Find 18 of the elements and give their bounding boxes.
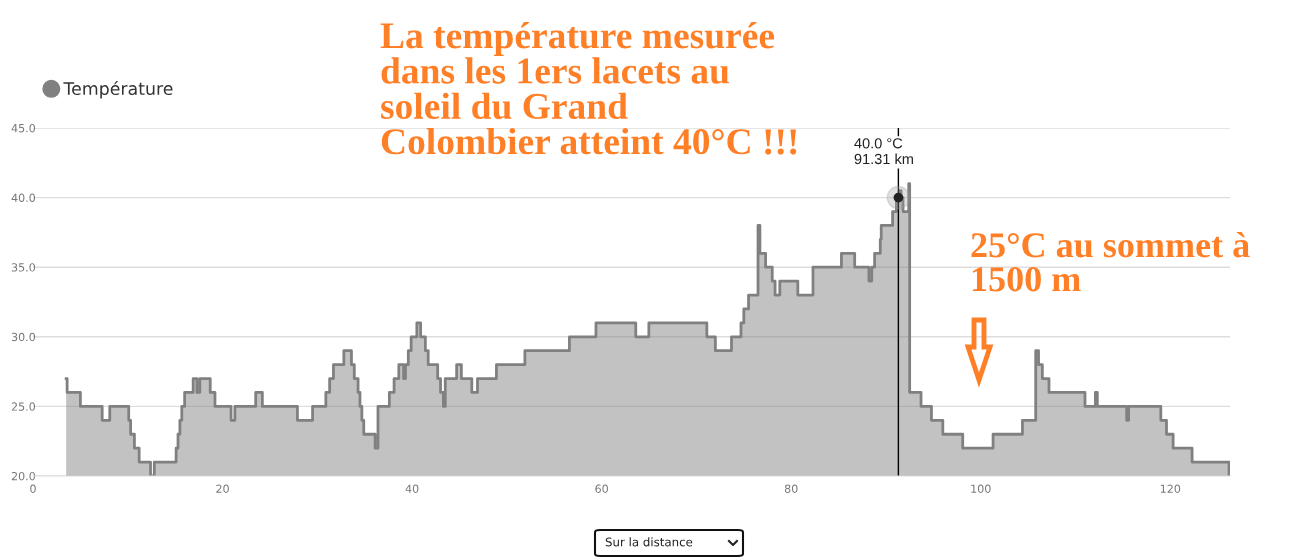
y-tick-label: 20.0 [11,471,36,481]
y-tick-label: 35.0 [11,263,36,272]
y-tick-label: 25.0 [11,402,36,411]
x-tick-label: 0 [30,484,36,493]
x-tick-label: 60 [595,484,608,493]
x-tick-label: 100 [971,484,991,493]
x-tick-label: 120 [1160,484,1181,493]
text: Sur la distance [605,537,693,547]
annotation: 25°C au sommet à 1500 m [971,231,1250,292]
x-tick-label: 40 [405,484,419,493]
y-tick-label: 45.0 [11,123,36,133]
y-tick-label: 40.0 [11,193,36,202]
x-tick-label: 80 [784,484,798,493]
annotation: La température mesurée dans les 1ers lacets au soleil du Grand Colombier atteint 40°C !!! [380,22,797,155]
legend-label: Température [63,80,173,99]
x-tick-label: 20 [216,484,229,493]
annotation: 40.0 °C 91.31 km [854,138,913,165]
y-tick-label: 30.0 [11,332,36,342]
